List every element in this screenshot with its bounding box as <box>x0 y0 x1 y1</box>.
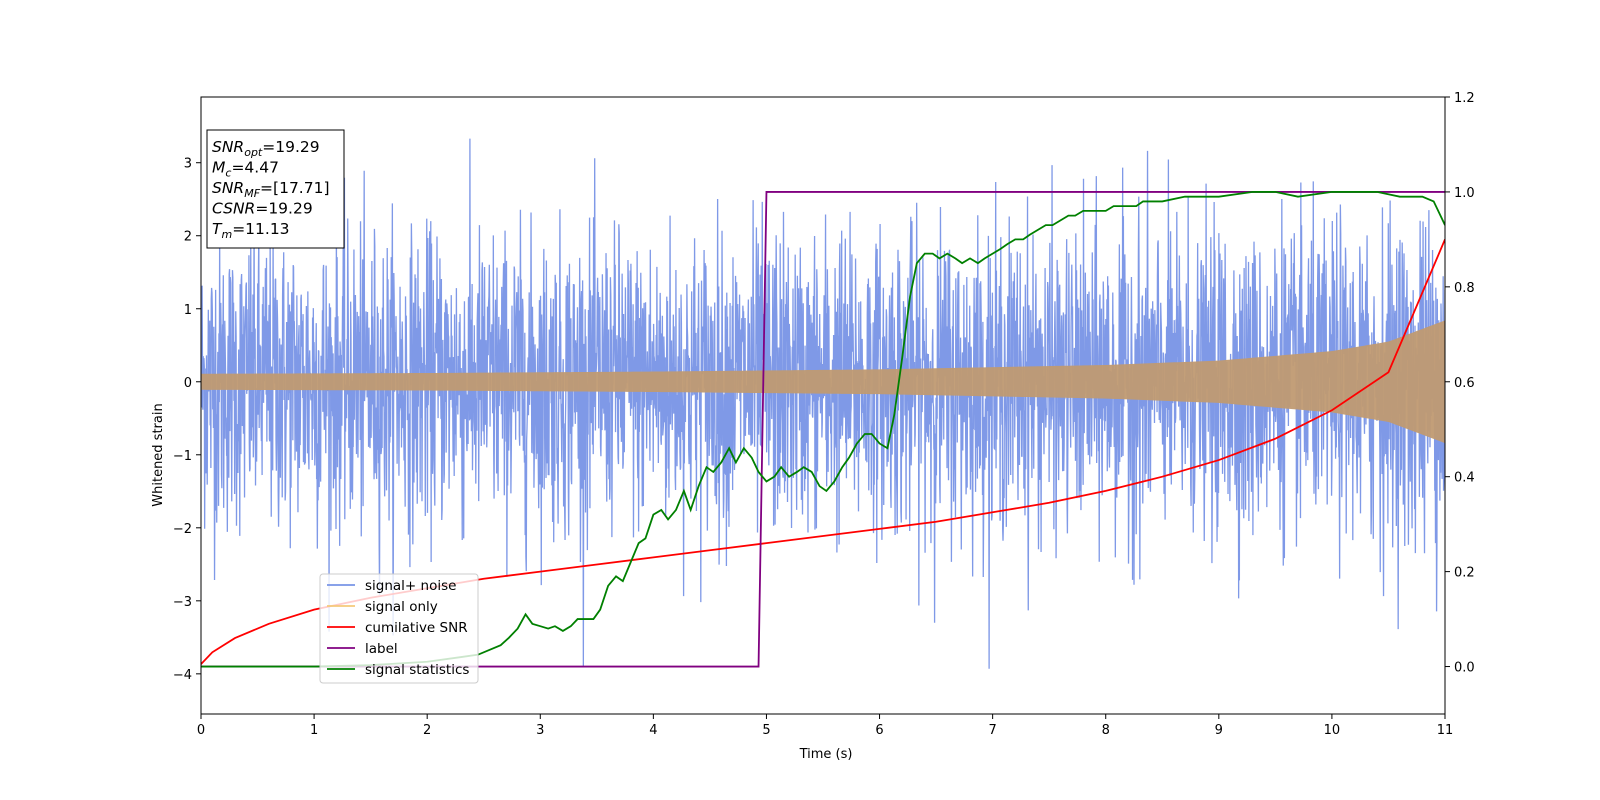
series-group <box>201 138 1445 669</box>
x-tick-label: 8 <box>1102 723 1110 738</box>
plot-area <box>201 138 1445 669</box>
info-line: CSNR=19.29 <box>212 200 313 218</box>
y-tick-label: −3 <box>173 595 192 610</box>
signal-only-band <box>201 320 1445 444</box>
legend-label: cumilative SNR <box>365 620 468 636</box>
info-box: SNRopt=19.29Mc=4.47SNRMF=[17.71]CSNR=19.… <box>206 129 345 249</box>
legend-label: signal statistics <box>365 662 469 678</box>
y-tick-label: 3 <box>184 157 192 172</box>
legend-frame <box>319 573 479 684</box>
x-tick-label: 11 <box>1437 723 1454 738</box>
info-line: SNRMF=[17.71] <box>212 179 330 200</box>
plot-frame <box>200 96 1446 715</box>
x-tick-label: 5 <box>762 723 770 738</box>
y-tick-label: 0 <box>184 376 192 391</box>
y-tick-label: 2 <box>184 230 192 245</box>
y-tick-label: −1 <box>173 449 192 464</box>
y2-tick-label: 0.8 <box>1454 281 1475 296</box>
x-tick-label: 1 <box>310 723 318 738</box>
y-tick-label: −4 <box>173 668 192 683</box>
x-axis-label: Time (s) <box>799 747 853 762</box>
legend: signal+ noise signal only cumilative SNR la… <box>319 573 479 684</box>
axes: 0 1 2 3 4 5 6 7 8 9 10 11 −4 −3 −2 −1 0 1 2 3 0.0 0.2 0.4 0.6 0.… <box>173 91 1475 738</box>
y-tick-label: −2 <box>173 522 192 537</box>
y2-tick-label: 0.0 <box>1454 661 1475 676</box>
x-tick-label: 6 <box>875 723 883 738</box>
y2-tick-label: 0.2 <box>1454 566 1475 581</box>
label-line <box>201 191 1445 668</box>
y2-tick-label: 1.0 <box>1454 186 1475 201</box>
legend-label: signal+ noise <box>365 578 456 594</box>
cumulative-snr-line <box>201 239 1445 665</box>
x-tick-label: 3 <box>536 723 544 738</box>
info-box-frame <box>206 129 345 249</box>
signal-plus-noise-line <box>201 138 1445 669</box>
info-line: Mc=4.47 <box>212 159 279 180</box>
x-tick-label: 0 <box>197 723 205 738</box>
x-tick-label: 9 <box>1215 723 1223 738</box>
legend-label: signal only <box>365 599 438 615</box>
y2-tick-label: 0.6 <box>1454 376 1475 391</box>
x-tick-label: 2 <box>423 723 431 738</box>
y2-tick-label: 1.2 <box>1454 91 1475 106</box>
x-tick-label: 4 <box>649 723 657 738</box>
info-line: Tm=11.13 <box>212 220 290 241</box>
legend-label: label <box>365 641 398 657</box>
y-tick-label: 1 <box>184 303 192 318</box>
x-tick-label: 10 <box>1324 723 1341 738</box>
signal-statistics-line <box>201 191 1445 668</box>
y2-tick-label: 0.4 <box>1454 471 1475 486</box>
info-line: SNRopt=19.29 <box>212 138 320 159</box>
x-tick-label: 7 <box>988 723 996 738</box>
y-axis-label: Whitened strain <box>151 403 166 506</box>
